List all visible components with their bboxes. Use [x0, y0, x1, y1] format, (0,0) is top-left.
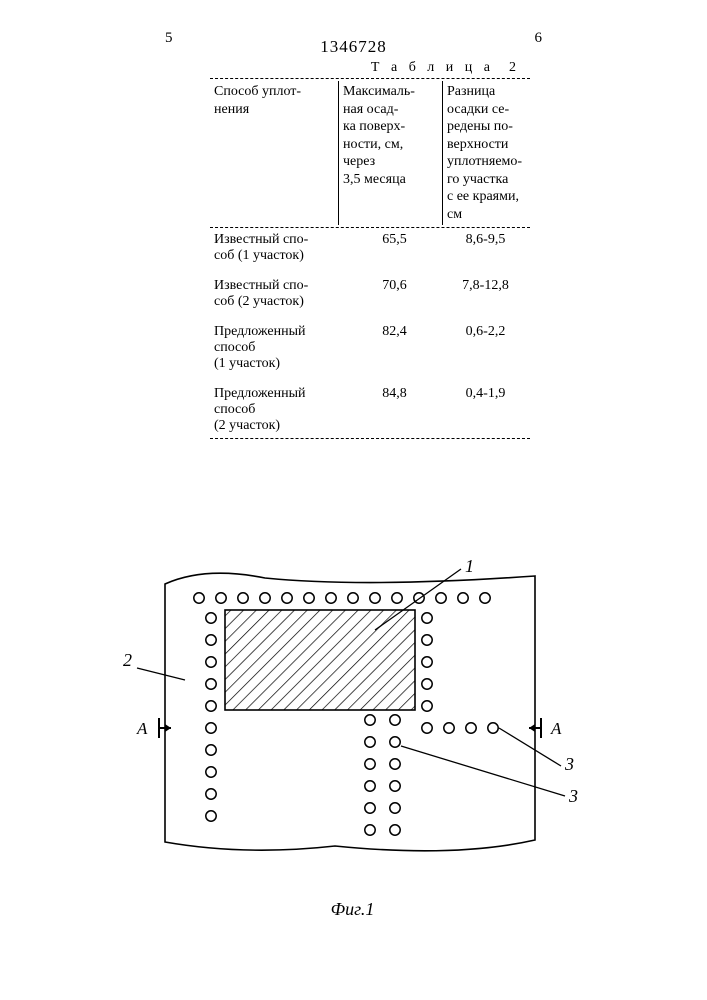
- cell-diff: 7,8-12,8: [441, 276, 530, 312]
- col-header-method: Способ уплот-нения: [210, 81, 339, 225]
- col-header-diff: Разницаосадки се-редены по-верхностиупло…: [443, 81, 531, 225]
- svg-text:A: A: [136, 719, 148, 738]
- document-number: 1346728: [0, 37, 707, 57]
- cell-max: 65,5: [348, 230, 441, 266]
- table-header: Способ уплот-нения Максималь-ная осад-ка…: [210, 81, 530, 225]
- table-row: Предложенныйспособ(1 участок) 82,4 0,6-2…: [210, 322, 530, 374]
- table-rule-mid: [210, 227, 530, 228]
- cell-max: 70,6: [348, 276, 441, 312]
- results-table: Т а б л и ц а 2 Способ уплот-нения Макси…: [210, 60, 530, 441]
- cell-method: Предложенныйспособ(2 участок): [210, 384, 348, 436]
- cell-diff: 0,4-1,9: [441, 384, 530, 436]
- figure-caption: Фиг.1: [115, 899, 590, 920]
- cell-method: Известный спо-соб (2 участок): [210, 276, 348, 312]
- svg-text:3: 3: [564, 754, 574, 774]
- table-rule-bottom: [210, 438, 530, 439]
- svg-text:2: 2: [123, 650, 132, 670]
- table-title: Т а б л и ц а 2: [210, 60, 530, 76]
- svg-text:3: 3: [568, 786, 578, 806]
- cell-diff: 0,6-2,2: [441, 322, 530, 374]
- svg-text:A: A: [550, 719, 562, 738]
- col-header-max: Максималь-ная осад-ка поверх-ности, см,ч…: [339, 81, 443, 225]
- table-row: Известный спо-соб (2 участок) 70,6 7,8-1…: [210, 276, 530, 312]
- cell-max: 82,4: [348, 322, 441, 374]
- figure-1: 1233AA Фиг.1: [115, 560, 590, 920]
- cell-method: Известный спо-соб (1 участок): [210, 230, 348, 266]
- table-row: Известный спо-соб (1 участок) 65,5 8,6-9…: [210, 230, 530, 266]
- cell-method: Предложенныйспособ(1 участок): [210, 322, 348, 374]
- svg-text:1: 1: [465, 560, 474, 576]
- table-rule-top: [210, 78, 530, 79]
- cell-diff: 8,6-9,5: [441, 230, 530, 266]
- cell-max: 84,8: [348, 384, 441, 436]
- figure-svg: 1233AA: [115, 560, 590, 890]
- table-row: Предложенныйспособ(2 участок) 84,8 0,4-1…: [210, 384, 530, 436]
- table-body: Известный спо-соб (1 участок) 65,5 8,6-9…: [210, 230, 530, 436]
